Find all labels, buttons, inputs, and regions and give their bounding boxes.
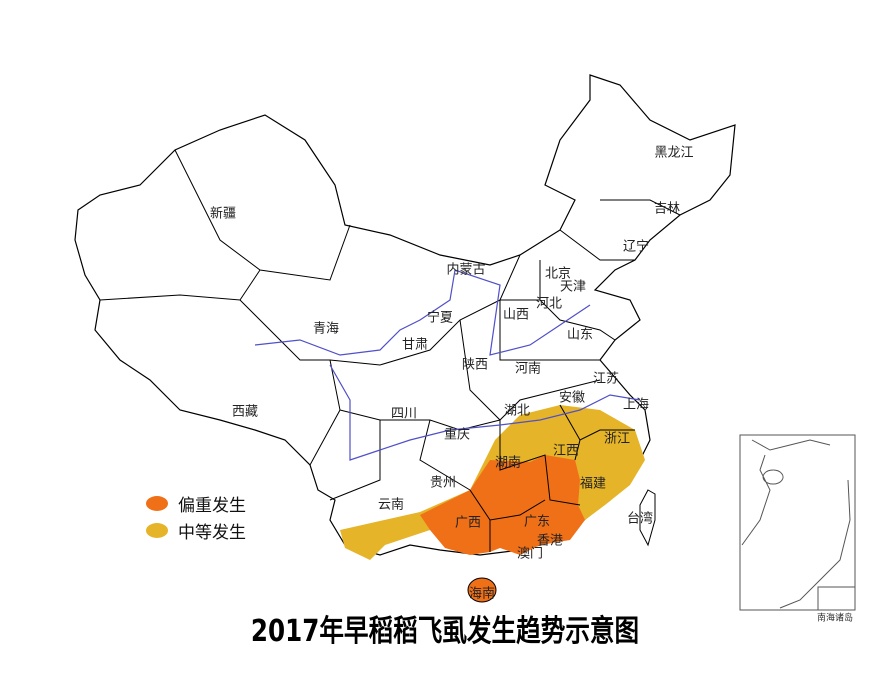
province-label: 浙江	[603, 431, 631, 447]
rivers	[254, 269, 641, 461]
legend-label: 偏重发生	[178, 496, 246, 516]
legend-item-severe: 偏重发生	[146, 490, 246, 517]
province-label: 河北	[535, 296, 563, 312]
province-label: 内蒙古	[446, 262, 486, 278]
province-label: 青海	[312, 321, 340, 337]
legend: 偏重发生 中等发生	[146, 490, 246, 544]
province-label: 江西	[552, 443, 580, 459]
province-label: 广东	[523, 514, 551, 530]
province-label: 海南	[468, 586, 496, 602]
severe-swatch	[146, 496, 168, 511]
province-label: 澳门	[516, 546, 544, 562]
province-label: 湖北	[503, 403, 531, 419]
province-label: 河南	[514, 361, 542, 377]
province-label: 四川	[390, 406, 418, 422]
province-label: 辽宁	[622, 239, 650, 255]
province-label: 贵州	[429, 475, 457, 491]
province-label: 福建	[579, 476, 607, 492]
china-outline	[74, 74, 736, 556]
province-label: 吉林	[653, 201, 681, 217]
province-label: 山西	[502, 307, 530, 323]
taiwan-island	[639, 489, 656, 547]
province-label: 北京	[544, 266, 572, 282]
province-label: 广西	[454, 515, 482, 531]
moderate-swatch	[146, 523, 168, 538]
hainan-island	[467, 577, 497, 603]
province-label: 香港	[536, 533, 564, 549]
province-label: 山东	[566, 327, 594, 343]
province-label: 上海	[622, 397, 650, 413]
province-label: 重庆	[443, 427, 471, 443]
legend-item-moderate: 中等发生	[146, 517, 246, 544]
province-label: 安徽	[558, 390, 586, 406]
province-label: 宁夏	[426, 310, 454, 326]
province-label: 西藏	[231, 404, 259, 420]
severe-region	[420, 455, 585, 555]
province-borders	[99, 149, 681, 552]
province-label: 黑龙江	[654, 145, 694, 161]
legend-label: 中等发生	[178, 523, 246, 543]
province-label: 台湾	[626, 511, 654, 527]
inset-coastline	[741, 439, 851, 609]
map-title: 2017年早稻稻飞虱发生趋势示意图	[250, 614, 640, 649]
province-label: 陕西	[461, 357, 489, 373]
south-china-sea-inset	[739, 434, 856, 611]
province-label: 湖南	[494, 455, 522, 471]
province-label: 新疆	[209, 206, 237, 222]
inset-subbox	[817, 586, 856, 611]
province-label: 江苏	[592, 371, 620, 387]
province-label: 甘肃	[401, 337, 429, 353]
inset-label: 南海诸岛	[816, 613, 854, 624]
province-label: 云南	[377, 497, 405, 513]
province-label: 天津	[559, 279, 587, 295]
